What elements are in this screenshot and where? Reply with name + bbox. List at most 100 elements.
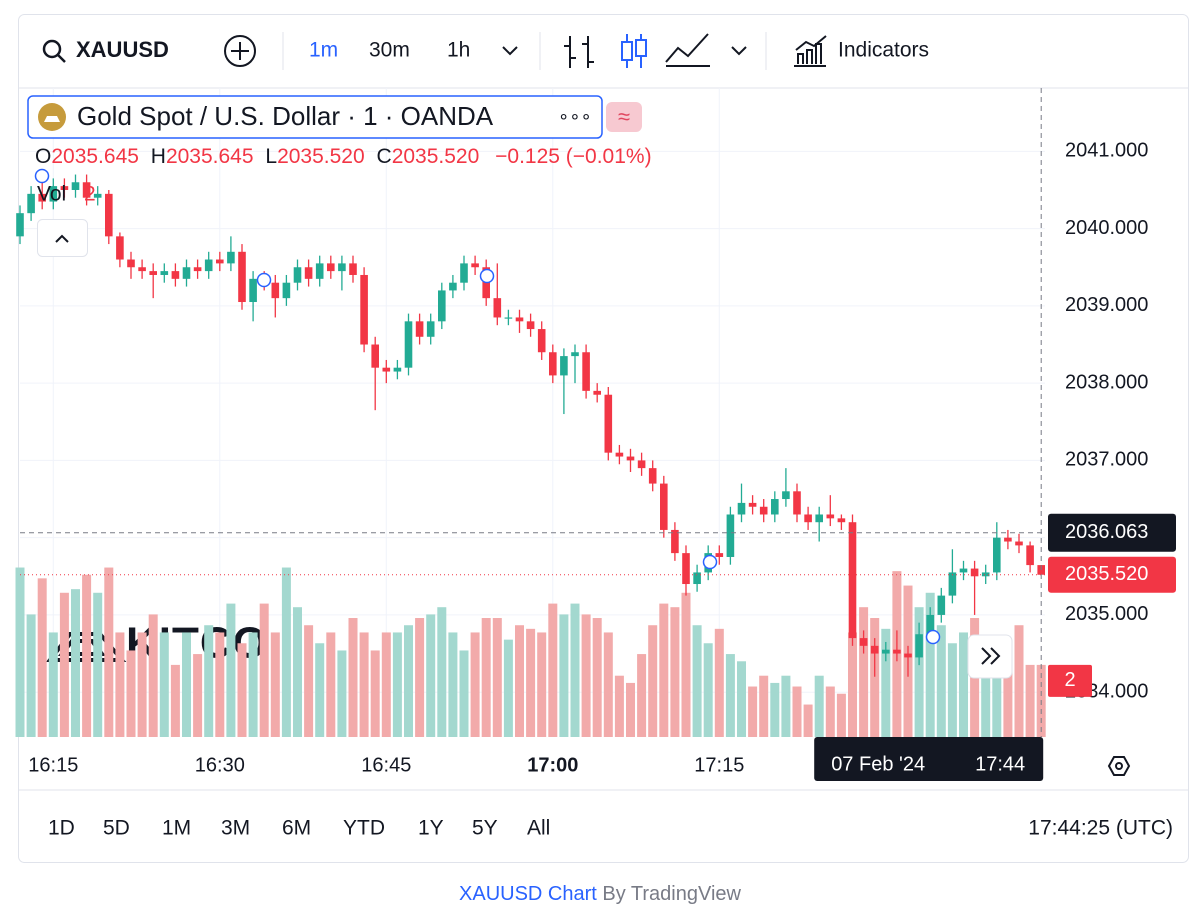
style-dropdown[interactable] — [731, 46, 747, 56]
symbol[interactable]: XAUUSD — [76, 37, 169, 62]
candle-body — [493, 298, 502, 318]
range-button[interactable]: 5Y — [472, 817, 498, 840]
legend-more[interactable]: ∘∘∘ — [558, 106, 592, 126]
candle-body — [537, 329, 546, 353]
compare-button[interactable] — [224, 35, 256, 67]
legend-box[interactable] — [27, 95, 603, 139]
candle-body — [693, 572, 701, 585]
symbol-search[interactable]: XAUUSD — [42, 37, 169, 63]
candle-body — [737, 502, 746, 515]
candle-body — [915, 634, 923, 658]
interval-button[interactable]: 30m — [369, 39, 410, 62]
candle-body — [127, 259, 135, 268]
range-button[interactable]: 1D — [48, 817, 75, 840]
volume-bar — [437, 607, 447, 737]
volume-bar — [315, 643, 325, 737]
candle-body — [826, 514, 835, 519]
candle-body — [926, 614, 934, 635]
range-button[interactable]: YTD — [343, 817, 385, 840]
volume-bar — [626, 682, 635, 737]
volume-bar — [215, 632, 225, 737]
volume-bar — [37, 578, 47, 737]
candle-body — [282, 282, 291, 299]
collapse-legend[interactable] — [37, 219, 88, 257]
candles-style-button[interactable] — [635, 39, 647, 57]
footer-link[interactable]: XAUUSD Chart — [459, 883, 597, 905]
candle-body — [560, 356, 568, 376]
volume-bar — [1003, 650, 1013, 737]
candle-body — [426, 321, 435, 337]
event-marker[interactable] — [34, 168, 50, 184]
volume-bar — [82, 574, 92, 737]
range-button[interactable]: 1Y — [418, 817, 444, 840]
interval-dropdown[interactable] — [502, 46, 518, 56]
candle-body — [293, 267, 302, 283]
candle-body — [515, 317, 524, 322]
volume-bar — [870, 618, 880, 737]
volume-bar — [415, 618, 425, 737]
volume-bar — [781, 675, 791, 737]
bars-style-button[interactable] — [564, 36, 594, 68]
volume-bar — [936, 625, 946, 737]
candle-body — [937, 595, 946, 615]
volume-legend-label: Vol — [37, 183, 66, 206]
candle-body — [626, 456, 635, 461]
volume-bar — [137, 632, 147, 737]
candle-body — [160, 271, 169, 275]
candle-body — [193, 267, 202, 272]
volume-bar — [592, 618, 602, 737]
range-button[interactable]: 5D — [103, 817, 130, 840]
volume-bar — [281, 567, 291, 737]
range-button[interactable]: 6M — [282, 817, 311, 840]
indicators-icon[interactable] — [794, 35, 827, 67]
volume-bar — [570, 603, 580, 737]
candle-body — [105, 193, 113, 237]
volume-bar — [226, 603, 236, 737]
event-marker[interactable] — [925, 629, 941, 645]
clock: 17:44:25 (UTC) — [1028, 817, 1173, 840]
range-button[interactable]: 1M — [162, 817, 191, 840]
y-tick-label: 2039.000 — [1065, 294, 1148, 316]
event-marker[interactable] — [256, 272, 272, 288]
candle-body — [660, 483, 668, 530]
candle-body — [637, 460, 646, 469]
interval-button[interactable]: 1m — [309, 39, 338, 62]
area-style-button[interactable] — [665, 33, 710, 67]
range-button[interactable]: All — [527, 817, 550, 840]
candle-body — [349, 263, 357, 275]
volume-bar — [548, 603, 558, 737]
candles-style-button[interactable] — [621, 41, 633, 61]
legend-title: Gold Spot / U.S. Dollar · 1 · OANDA — [77, 101, 494, 131]
volume-bar — [148, 614, 158, 737]
interval-button[interactable]: 1h — [447, 39, 470, 62]
volume-bar — [204, 625, 214, 737]
volume-bar — [814, 675, 824, 737]
volume-bar — [836, 693, 846, 737]
event-marker[interactable] — [702, 554, 718, 570]
volume-bar — [326, 632, 336, 737]
candle-body — [837, 518, 846, 523]
candle-body — [748, 502, 757, 507]
settings-button[interactable] — [1107, 756, 1131, 776]
y-tick-label: 2038.000 — [1065, 371, 1148, 393]
footer-by: By TradingView — [602, 883, 741, 905]
candle-body — [149, 271, 157, 275]
candle-body — [93, 193, 102, 198]
volume-bar — [59, 592, 69, 737]
volume-bar — [304, 625, 314, 737]
legend-status-icon: ≈ — [618, 104, 630, 129]
range-button[interactable]: 3M — [221, 817, 250, 840]
crosshair-date-tag — [814, 737, 1044, 781]
ohlc-change: −0.125 (−0.01%) — [495, 145, 651, 168]
volume-bar — [370, 650, 380, 737]
legend-status[interactable] — [606, 102, 642, 132]
event-marker[interactable] — [479, 268, 495, 284]
last-price-tag — [1048, 556, 1176, 593]
indicators-button[interactable]: Indicators — [838, 39, 929, 62]
candle-body — [870, 645, 879, 654]
candle-body — [216, 259, 224, 264]
x-tick-label: 16:15 — [28, 754, 78, 776]
volume-bar — [115, 632, 125, 737]
candle-body — [171, 271, 180, 279]
volume-bar — [15, 567, 25, 737]
